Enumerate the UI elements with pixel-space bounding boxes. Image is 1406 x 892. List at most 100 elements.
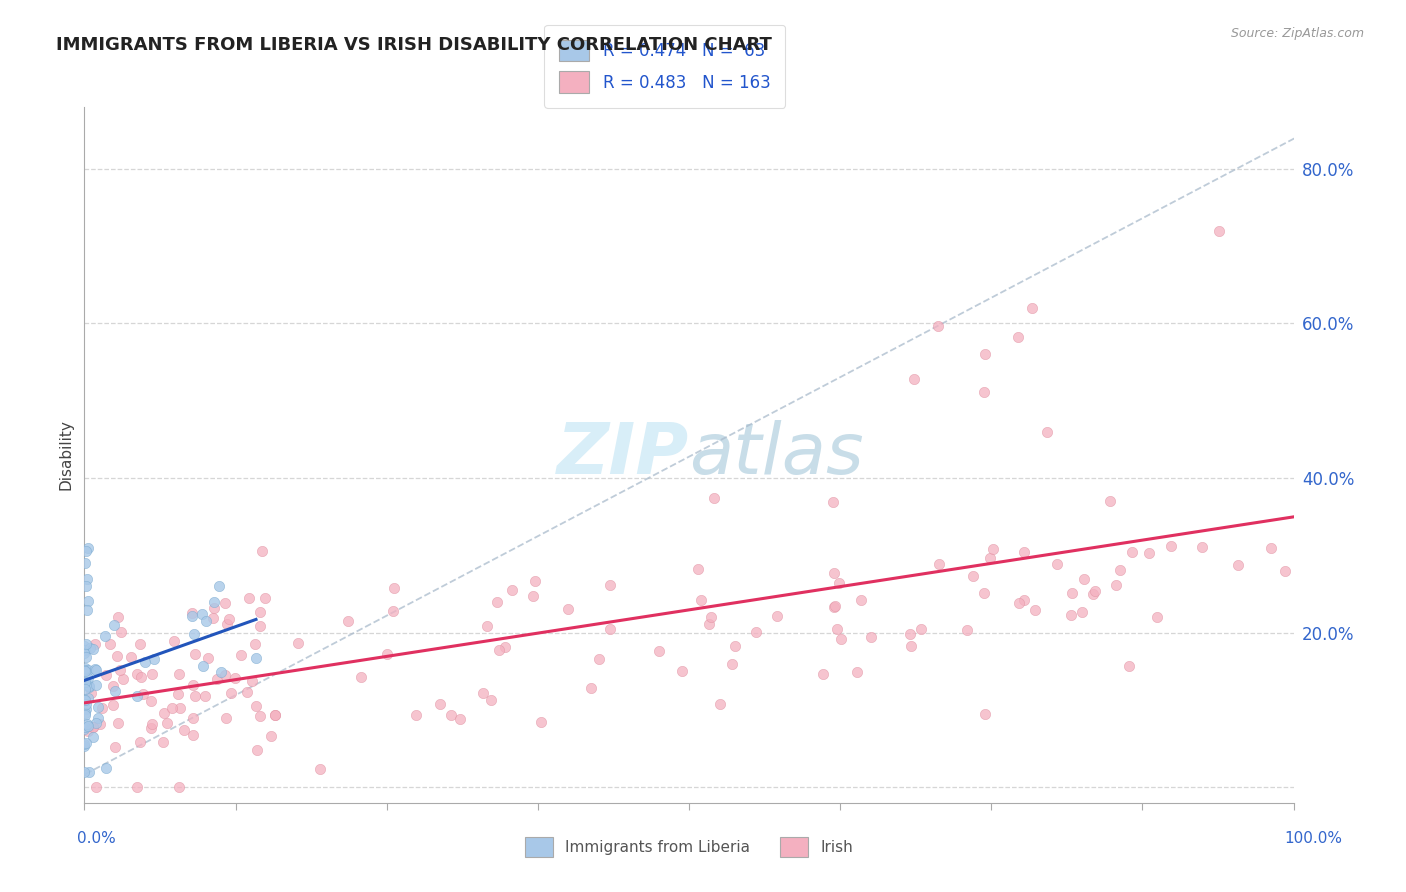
Point [73,706,96,720]
Point [830,632,852,646]
Point [449,712,471,726]
Point [82,720,104,734]
Point [166,687,188,701]
Point [475,618,498,632]
Point [243,637,266,651]
Point [1109,563,1132,577]
Point [183,689,205,703]
Point [1260,541,1282,555]
Point [73,674,96,689]
Point [823,566,845,580]
Point [75,702,97,716]
Point [128,637,150,651]
Point [197,650,219,665]
Point [599,623,621,637]
Point [1012,545,1035,559]
Point [142,652,165,666]
Point [98,637,121,651]
Point [264,707,287,722]
Point [127,667,149,681]
Point [494,640,516,654]
Point [1146,609,1168,624]
Point [77,764,100,779]
Point [215,711,238,725]
Point [1099,493,1122,508]
Point [1208,224,1230,238]
Point [77,541,100,555]
Point [73,693,96,707]
Point [287,635,309,649]
Point [73,739,96,753]
Point [162,700,184,714]
Point [84,662,107,676]
Point [671,664,693,678]
Point [1118,659,1140,673]
Point [76,663,98,677]
Point [107,716,129,731]
Y-axis label: Disability: Disability [58,419,73,491]
Point [246,742,269,756]
Point [75,556,97,570]
Point [927,319,949,334]
Point [73,664,96,678]
Point [1035,425,1057,440]
Point [82,720,104,734]
Point [744,625,766,640]
Point [824,599,846,613]
Point [209,665,232,679]
Point [1060,607,1083,622]
Point [75,693,97,707]
Point [107,610,129,624]
Point [700,609,723,624]
Point [87,700,110,714]
Point [141,667,163,681]
Point [104,683,127,698]
Point [523,574,546,589]
Text: IMMIGRANTS FROM LIBERIA VS IRISH DISABILITY CORRELATION CHART: IMMIGRANTS FROM LIBERIA VS IRISH DISABIL… [56,36,772,54]
Point [73,737,96,751]
Point [1046,557,1069,571]
Point [709,697,731,711]
Point [195,614,218,628]
Point [183,710,205,724]
Point [139,721,162,735]
Point [141,716,163,731]
Point [82,641,104,656]
Point [153,706,176,721]
Point [245,651,267,665]
Point [962,569,984,583]
Point [180,606,202,620]
Point [77,679,100,693]
Point [183,627,205,641]
Point [231,648,253,662]
Point [77,719,100,733]
Point [219,686,242,700]
Point [77,690,100,705]
Point [110,625,132,640]
Point [1073,572,1095,586]
Point [1007,330,1029,344]
Point [101,698,124,713]
Point [73,707,96,722]
Point [184,647,207,661]
Point [599,577,621,591]
Point [429,697,451,711]
Point [181,728,204,742]
Point [77,671,100,685]
Point [89,717,111,731]
Point [104,740,127,755]
Point [169,701,191,715]
Point [94,761,117,775]
Point [193,659,215,673]
Point [811,666,834,681]
Point [973,586,995,600]
Point [846,665,869,680]
Point [1024,603,1046,617]
Point [956,624,979,638]
Point [84,715,107,730]
Point [375,647,398,661]
Point [1084,584,1107,599]
Point [479,693,502,707]
Point [765,608,787,623]
Point [167,780,190,795]
